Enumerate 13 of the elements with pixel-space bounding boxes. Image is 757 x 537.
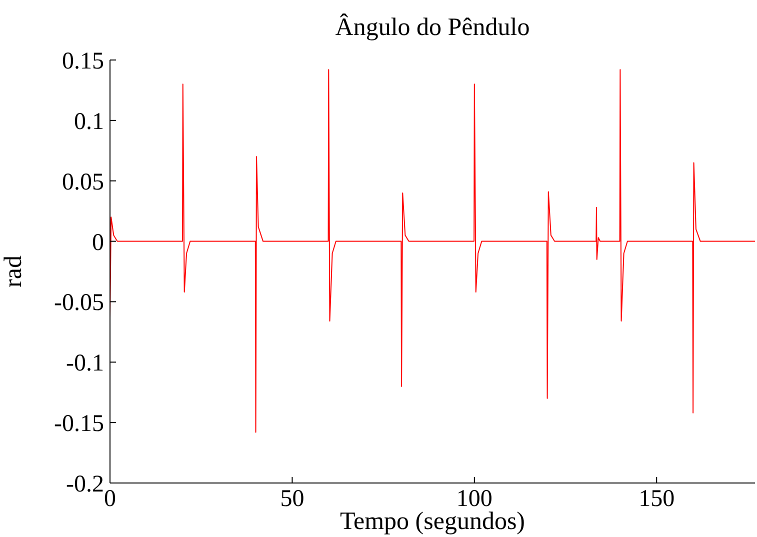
y-tick-label: 0: [92, 230, 104, 256]
y-tick-label: -0.05: [54, 290, 104, 316]
line-series: [110, 69, 755, 433]
y-tick-label: 0.15: [62, 48, 104, 75]
y-axis-title: rad: [0, 255, 27, 288]
x-tick-label: 50: [280, 486, 304, 512]
x-tick-label: 150: [638, 486, 675, 512]
chart-title: Ângulo do Pêndulo: [334, 14, 531, 42]
y-tick-label: 0.1: [74, 108, 104, 135]
y-tick-label: 0.05: [62, 169, 104, 196]
y-tick-label: -0.15: [54, 411, 104, 438]
y-tick-label: -0.2: [66, 472, 104, 498]
y-tick-label: -0.1: [66, 350, 104, 377]
